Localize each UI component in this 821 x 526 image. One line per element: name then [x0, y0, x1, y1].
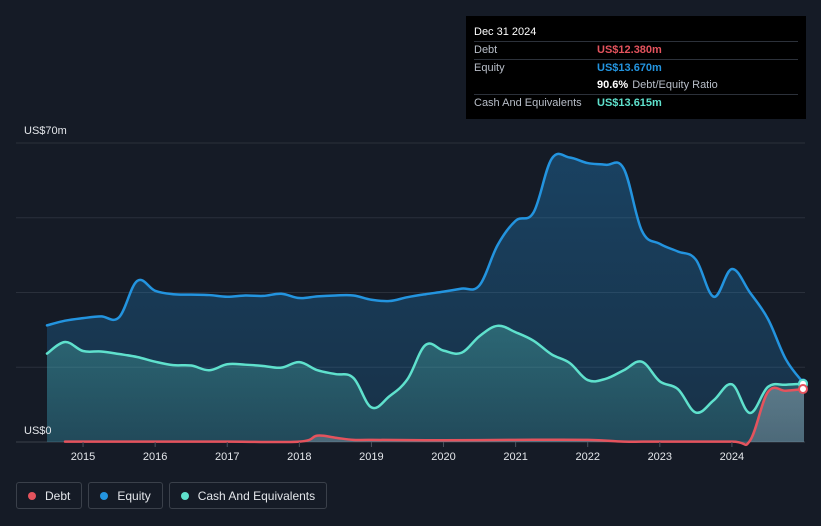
tooltip-ratio-row: 90.6% Debt/Equity Ratio	[474, 77, 798, 94]
x-tick-label: 2018	[287, 451, 311, 463]
chart-areas	[45, 152, 806, 447]
tooltip-cash-row: Cash And Equivalents US$13.615m	[474, 94, 798, 112]
tooltip-debt-value: US$12.380m	[597, 44, 662, 56]
tooltip-debt-row: Debt US$12.380m	[474, 41, 798, 59]
tooltip-cash-label: Cash And Equivalents	[474, 97, 582, 109]
cash-area	[47, 325, 804, 442]
x-tick-label: 2017	[215, 451, 239, 463]
x-axis-ticks: 2015 2016 2017 2018 2019 2020 2021 2022 2023 2024	[71, 442, 744, 463]
debt-line	[63, 386, 806, 447]
x-tick-label: 2022	[575, 451, 599, 463]
tooltip-debt-label: Debt	[474, 44, 498, 56]
x-tick-label: 2024	[720, 451, 744, 463]
tooltip-ratio-spacer	[474, 77, 597, 94]
x-tick-label: 2019	[359, 451, 383, 463]
tooltip-equity-row: Equity US$13.670m	[474, 59, 798, 77]
cash-line	[45, 324, 806, 415]
y-axis-top-label: US$70m	[24, 125, 67, 137]
data-tooltip: Dec 31 2024 Debt US$12.380m Equity US$13…	[466, 16, 806, 119]
debt-end-marker	[798, 384, 808, 395]
tooltip-cash-value: US$13.615m	[597, 97, 662, 109]
y-axis-bottom-label: US$0	[24, 425, 52, 437]
equity-line	[45, 152, 806, 385]
end-markers	[798, 378, 808, 395]
chart-legend: Debt Equity Cash And Equivalents	[16, 482, 328, 509]
legend-cash-button[interactable]: Cash And Equivalents	[168, 482, 328, 509]
x-tick-label: 2020	[431, 451, 455, 463]
x-tick-label: 2021	[503, 451, 527, 463]
legend-cash-label: Cash And Equivalents	[197, 488, 316, 503]
tooltip-equity-value: US$13.670m	[597, 62, 662, 74]
x-tick-label: 2016	[143, 451, 167, 463]
legend-equity-dot-icon	[100, 491, 109, 500]
tooltip-ratio-value: 90.6%	[597, 79, 629, 91]
x-tick-label: 2015	[71, 451, 95, 463]
legend-cash-dot-icon	[180, 491, 189, 500]
legend-equity-button[interactable]: Equity	[88, 482, 163, 509]
tooltip-ratio-label: Debt/Equity Ratio	[632, 79, 718, 91]
legend-equity-label: Equity	[117, 488, 151, 503]
tooltip-equity-label: Equity	[474, 62, 505, 74]
x-tick-label: 2023	[648, 451, 672, 463]
legend-debt-button[interactable]: Debt	[16, 482, 83, 509]
legend-debt-dot-icon	[28, 491, 36, 500]
tooltip-date: Dec 31 2024	[474, 26, 537, 38]
legend-debt-label: Debt	[45, 488, 71, 503]
